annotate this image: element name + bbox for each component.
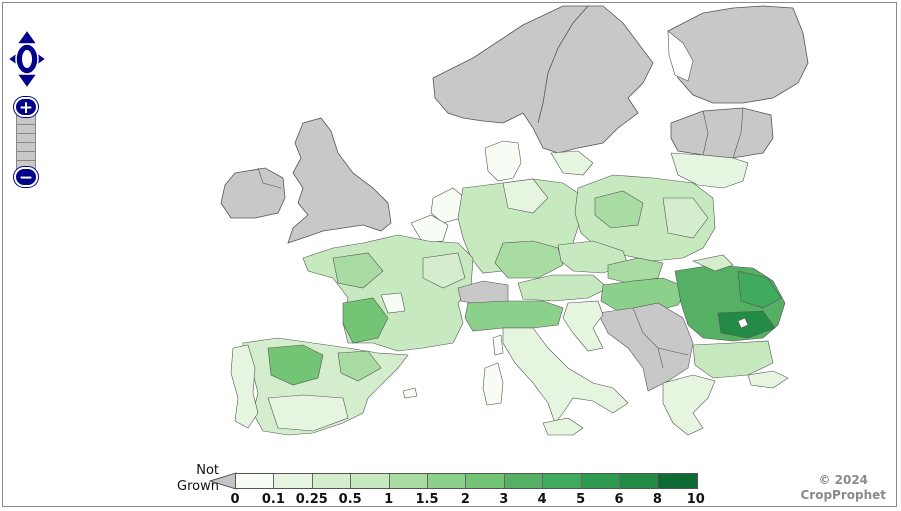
region-baltics[interactable]	[670, 107, 774, 159]
border-baltics	[702, 107, 744, 159]
region-sardinia[interactable]	[482, 362, 504, 406]
region-corsica[interactable]	[492, 334, 504, 356]
region-turkey-europe[interactable]	[747, 370, 789, 389]
region-france-west[interactable]	[342, 297, 389, 344]
zoom-out-button[interactable]: −	[14, 167, 38, 187]
legend-tick-label: 5	[576, 492, 586, 507]
region-balkans-not-grown[interactable]	[597, 302, 694, 392]
region-poland-west[interactable]	[594, 190, 644, 229]
region-balearics[interactable]	[402, 387, 418, 399]
legend-swatch	[236, 474, 275, 488]
region-lithuania[interactable]	[670, 152, 749, 189]
pan-control[interactable]	[6, 28, 48, 90]
border-ireland	[257, 167, 282, 189]
map-legend: Not Grown 0 0.1 0.25 0.5 1 1.5 2 3 4 5 6 8 10	[153, 461, 713, 507]
region-portugal[interactable]	[230, 344, 259, 429]
region-germany-south[interactable]	[494, 240, 564, 279]
region-finland[interactable]	[667, 5, 809, 104]
legend-swatch	[658, 474, 697, 488]
legend-tick-label: 10	[686, 492, 705, 507]
region-germany-north[interactable]	[502, 178, 549, 214]
region-poland-east[interactable]	[662, 197, 709, 239]
legend-swatch	[427, 474, 467, 488]
region-sicily[interactable]	[542, 417, 584, 436]
border-norway-sweden	[537, 5, 589, 124]
region-denmark[interactable]	[484, 140, 522, 182]
legend-not-grown-swatch	[209, 472, 237, 490]
legend-tick-label: 0.25	[295, 492, 328, 507]
copyright-brand: CropProphet	[800, 488, 886, 502]
zoom-in-button[interactable]: +	[14, 97, 38, 117]
region-romania-north[interactable]	[737, 270, 782, 309]
legend-tick-label: 8	[652, 492, 662, 507]
legend-tick-label: 4	[537, 492, 547, 507]
legend-swatch	[351, 474, 390, 488]
region-norway-sweden[interactable]	[432, 5, 654, 154]
legend-swatch	[312, 474, 352, 488]
region-slovakia[interactable]	[607, 257, 664, 284]
legend-swatch	[389, 474, 428, 488]
region-italy-north[interactable]	[464, 300, 564, 332]
copyright-year: © 2024	[818, 473, 869, 487]
legend-color-bar	[235, 473, 698, 489]
region-bulgaria[interactable]	[692, 340, 774, 379]
copyright: © 2024 CropProphet	[800, 473, 886, 503]
region-spain-east[interactable]	[337, 350, 382, 382]
legend-tick-label: 1	[384, 492, 394, 507]
legend-not-grown-line1: Not	[196, 463, 219, 478]
legend-tick-label: 0.5	[338, 492, 362, 507]
pan-up-icon[interactable]	[15, 28, 39, 45]
region-hungary[interactable]	[600, 277, 689, 314]
region-france-east[interactable]	[422, 252, 466, 289]
border-balkans	[632, 307, 689, 369]
legend-swatch	[466, 474, 505, 488]
zoom-control: + −	[14, 97, 38, 197]
region-greece[interactable]	[662, 374, 716, 436]
pan-down-icon[interactable]	[15, 73, 39, 90]
finland-lakes	[667, 30, 694, 82]
legend-swatch	[274, 474, 313, 488]
legend-tick-label: 0.1	[261, 492, 285, 507]
region-spain-south[interactable]	[267, 394, 349, 432]
legend-tick-label: 3	[499, 492, 509, 507]
legend-not-grown-line2: Grown	[177, 479, 219, 494]
legend-swatch	[619, 474, 659, 488]
legend-tick-label: 1.5	[415, 492, 439, 507]
legend-tick-labels: 0 0.1 0.25 0.5 1 1.5 2 3 4 5 6 8 10	[230, 492, 705, 507]
region-france-north[interactable]	[332, 252, 384, 289]
legend-tick-label: 0	[230, 492, 240, 507]
legend-not-grown-label: Not Grown	[159, 463, 219, 495]
europe-map[interactable]	[3, 3, 897, 507]
region-spain-center[interactable]	[267, 344, 324, 386]
region-sweden-south[interactable]	[550, 150, 594, 176]
legend-swatch	[543, 474, 582, 488]
zoom-slider[interactable]	[16, 115, 36, 169]
region-france[interactable]	[302, 234, 474, 352]
region-great-britain[interactable]	[287, 117, 392, 244]
region-france-center[interactable]	[380, 292, 406, 314]
region-ireland[interactable]	[220, 167, 286, 219]
legend-swatch	[504, 474, 544, 488]
region-moldova[interactable]	[692, 254, 734, 272]
legend-tick-label: 6	[614, 492, 624, 507]
region-romania-spot[interactable]	[737, 317, 749, 329]
legend-swatch	[581, 474, 620, 488]
region-italy[interactable]	[502, 327, 629, 424]
legend-tick-label: 2	[460, 492, 470, 507]
region-croatia[interactable]	[562, 300, 604, 352]
region-austria[interactable]	[517, 274, 609, 302]
